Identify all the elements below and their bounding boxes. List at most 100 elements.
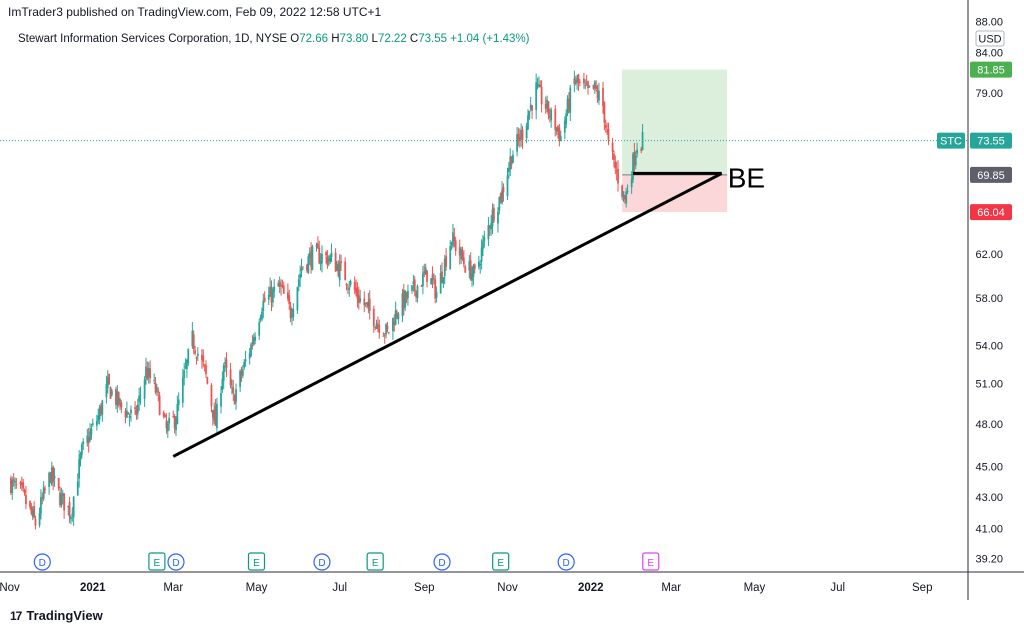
candle-body <box>244 359 247 362</box>
dividend-marker <box>313 553 331 571</box>
candle-body <box>537 84 540 87</box>
earnings-marker <box>642 552 660 571</box>
candle-body <box>488 226 491 229</box>
candle-body <box>138 395 141 402</box>
candle-body <box>385 324 387 335</box>
candle-body <box>382 335 385 337</box>
candle-body <box>191 330 194 347</box>
candle-body <box>147 368 150 377</box>
candle-body <box>346 287 349 289</box>
candle-body <box>63 493 66 511</box>
candle-body <box>454 240 457 251</box>
x-tick-label: Mar <box>661 582 681 594</box>
candle-body <box>353 281 356 291</box>
candle-body <box>460 249 463 260</box>
price-label-box <box>970 132 1012 149</box>
candle-body <box>383 334 386 336</box>
change-value: +1.04 (+1.43%) <box>450 33 530 45</box>
y-tick-label: 43.00 <box>975 492 1003 504</box>
candle-body <box>31 509 34 517</box>
candle-body <box>183 370 186 379</box>
candle-body <box>498 196 501 211</box>
candle-body <box>239 371 242 387</box>
earnings-marker-label: E <box>647 558 654 569</box>
candle-body <box>136 404 139 414</box>
candle-body <box>49 473 52 483</box>
candle-body <box>402 290 405 309</box>
candle-body <box>613 153 615 160</box>
dividend-marker-label: D <box>318 558 325 569</box>
candle-body <box>544 104 547 110</box>
candle-body <box>405 292 408 300</box>
candle-body <box>574 80 577 84</box>
candle-body <box>468 261 471 271</box>
candle-body <box>23 489 26 493</box>
candle-body <box>426 270 428 282</box>
candle-body <box>115 389 117 405</box>
candle-body <box>119 399 121 402</box>
candle-body <box>473 264 476 269</box>
candle-body <box>162 411 165 417</box>
candle-body <box>527 115 529 130</box>
candle-body <box>577 74 580 83</box>
candle-body <box>442 277 445 284</box>
x-tick-label: May <box>744 582 766 594</box>
candle-body <box>554 108 557 131</box>
candle-body <box>173 415 176 429</box>
candle-body <box>53 476 56 479</box>
candle-body <box>516 134 518 152</box>
candle-body <box>435 292 438 298</box>
candle-body <box>11 479 14 493</box>
candle-body <box>128 415 131 418</box>
x-tick-label: Jul <box>830 582 845 594</box>
candle-body <box>445 256 448 267</box>
candle-body <box>367 301 370 308</box>
candle-body <box>91 423 94 425</box>
candle-body <box>517 133 520 139</box>
trendline <box>172 172 723 458</box>
y-tick-label: 88.00 <box>975 17 1003 29</box>
candle-body <box>563 120 566 133</box>
candle-body <box>125 410 128 418</box>
x-tick-label: May <box>246 582 268 594</box>
candle-body <box>22 482 25 489</box>
candle-body <box>42 487 45 499</box>
candle-body <box>134 407 136 410</box>
candle-body <box>585 83 588 85</box>
candle-body <box>518 137 521 142</box>
candle-body <box>220 392 222 407</box>
y-tick-label: 54.00 <box>975 341 1003 353</box>
candle-body <box>625 191 628 204</box>
tradingview-footer: 17 TradingView <box>10 608 103 623</box>
candle-body <box>603 102 606 123</box>
candle-body <box>374 326 377 328</box>
candle-body <box>431 274 434 281</box>
earnings-marker-label: E <box>372 558 379 569</box>
candle-body <box>316 243 319 249</box>
candle-body <box>195 357 198 359</box>
candle-body <box>479 264 482 265</box>
candle-body <box>497 211 499 224</box>
candle-body <box>206 377 209 384</box>
candle-body <box>443 258 446 277</box>
candle-body <box>79 454 82 460</box>
candle-body <box>315 245 318 247</box>
candle-body <box>97 415 100 421</box>
dividend-marker <box>167 553 185 571</box>
dividend-marker-label: D <box>172 558 179 569</box>
candle-body <box>327 259 330 262</box>
price-label-box <box>970 166 1012 183</box>
candle-body <box>165 420 168 429</box>
candle-body <box>529 104 532 110</box>
candle-body <box>411 285 413 291</box>
candle-body <box>413 279 416 292</box>
candle-body <box>143 379 146 399</box>
candle-body <box>288 295 291 305</box>
candle-body <box>622 191 625 194</box>
candle-body <box>566 98 569 115</box>
candle-body <box>201 354 203 360</box>
x-tick-label: Nov <box>497 582 518 594</box>
x-tick-label: Sep <box>414 582 434 594</box>
candle-body <box>329 255 332 263</box>
